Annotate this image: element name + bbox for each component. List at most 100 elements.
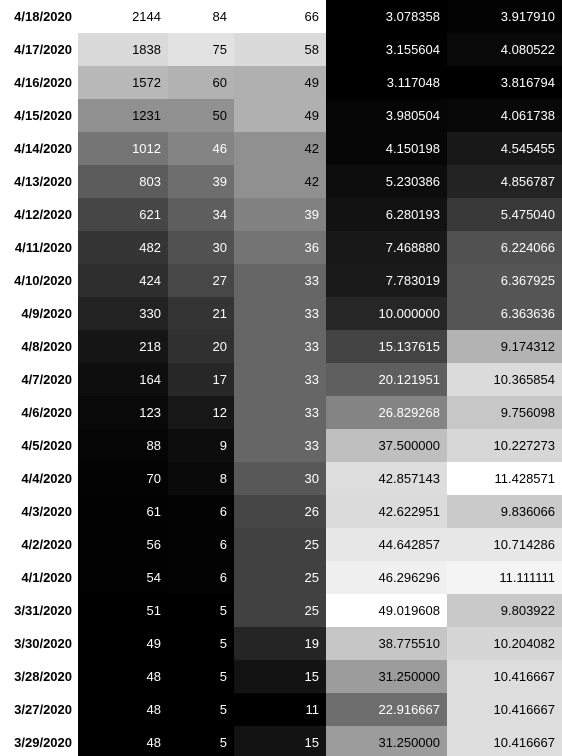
cell-col-5: 10.365854: [447, 363, 562, 396]
cell-col-5: 10.416667: [447, 660, 562, 693]
cell-col-5: 10.227273: [447, 429, 562, 462]
cell-col-4: 3.980504: [326, 99, 447, 132]
cell-col-3: 33: [234, 330, 326, 363]
cell-date: 4/12/2020: [0, 198, 78, 231]
cell-date: 3/27/2020: [0, 693, 78, 726]
table-row: 3/31/2020 51 5 25 49.019608 9.803922: [0, 594, 562, 627]
cell-cases: 1572: [78, 66, 168, 99]
table-row: 4/6/2020 123 12 33 26.829268 9.756098: [0, 396, 562, 429]
cell-col-4: 49.019608: [326, 594, 447, 627]
cell-col-5: 6.367925: [447, 264, 562, 297]
cell-col-3: 25: [234, 594, 326, 627]
table-row: 4/16/2020 1572 60 49 3.117048 3.816794: [0, 66, 562, 99]
cell-cases: 1231: [78, 99, 168, 132]
cell-col-3: 33: [234, 363, 326, 396]
cell-deaths: 50: [168, 99, 234, 132]
cell-deaths: 9: [168, 429, 234, 462]
cell-col-3: 33: [234, 396, 326, 429]
cell-col-3: 42: [234, 132, 326, 165]
cell-date: 4/3/2020: [0, 495, 78, 528]
cell-col-3: 33: [234, 264, 326, 297]
cell-col-5: 4.080522: [447, 33, 562, 66]
cell-date: 3/28/2020: [0, 660, 78, 693]
cell-col-4: 3.078358: [326, 0, 447, 33]
cell-col-3: 42: [234, 165, 326, 198]
cell-date: 4/14/2020: [0, 132, 78, 165]
table-row: 4/14/2020 1012 46 42 4.150198 4.545455: [0, 132, 562, 165]
cell-deaths: 5: [168, 726, 234, 756]
cell-date: 4/11/2020: [0, 231, 78, 264]
cell-cases: 1012: [78, 132, 168, 165]
cell-col-5: 3.816794: [447, 66, 562, 99]
cell-date: 4/15/2020: [0, 99, 78, 132]
cell-date: 4/17/2020: [0, 33, 78, 66]
cell-cases: 424: [78, 264, 168, 297]
cell-cases: 51: [78, 594, 168, 627]
cell-col-3: 15: [234, 726, 326, 756]
table-row: 4/8/2020 218 20 33 15.137615 9.174312: [0, 330, 562, 363]
cell-date: 4/10/2020: [0, 264, 78, 297]
cell-deaths: 75: [168, 33, 234, 66]
cell-cases: 56: [78, 528, 168, 561]
table-row: 4/17/2020 1838 75 58 3.155604 4.080522: [0, 33, 562, 66]
table-row: 4/7/2020 164 17 33 20.121951 10.365854: [0, 363, 562, 396]
cell-col-5: 4.856787: [447, 165, 562, 198]
table-row: 4/5/2020 88 9 33 37.500000 10.227273: [0, 429, 562, 462]
cell-col-5: 11.428571: [447, 462, 562, 495]
cell-col-3: 33: [234, 297, 326, 330]
cell-col-4: 7.468880: [326, 231, 447, 264]
cell-col-5: 4.545455: [447, 132, 562, 165]
cell-date: 4/13/2020: [0, 165, 78, 198]
cell-col-4: 46.296296: [326, 561, 447, 594]
cell-date: 4/7/2020: [0, 363, 78, 396]
cell-cases: 621: [78, 198, 168, 231]
cell-cases: 330: [78, 297, 168, 330]
table-row: 4/11/2020 482 30 36 7.468880 6.224066: [0, 231, 562, 264]
cell-deaths: 34: [168, 198, 234, 231]
cell-cases: 1838: [78, 33, 168, 66]
cell-date: 4/4/2020: [0, 462, 78, 495]
cell-cases: 48: [78, 726, 168, 756]
cell-col-3: 49: [234, 99, 326, 132]
cell-col-3: 66: [234, 0, 326, 33]
cell-col-3: 11: [234, 693, 326, 726]
cell-col-5: 10.416667: [447, 693, 562, 726]
cell-cases: 61: [78, 495, 168, 528]
cell-col-4: 42.622951: [326, 495, 447, 528]
cell-cases: 54: [78, 561, 168, 594]
cell-col-3: 36: [234, 231, 326, 264]
cell-cases: 88: [78, 429, 168, 462]
cell-date: 4/2/2020: [0, 528, 78, 561]
cell-col-5: 9.756098: [447, 396, 562, 429]
cell-date: 3/30/2020: [0, 627, 78, 660]
cell-col-4: 31.250000: [326, 726, 447, 756]
cell-col-4: 22.916667: [326, 693, 447, 726]
cell-col-5: 10.204082: [447, 627, 562, 660]
cell-col-3: 26: [234, 495, 326, 528]
cell-deaths: 30: [168, 231, 234, 264]
cell-deaths: 5: [168, 594, 234, 627]
cell-col-4: 15.137615: [326, 330, 447, 363]
cell-col-4: 3.155604: [326, 33, 447, 66]
cell-date: 3/29/2020: [0, 726, 78, 756]
cell-cases: 482: [78, 231, 168, 264]
cell-col-5: 9.174312: [447, 330, 562, 363]
cell-date: 4/8/2020: [0, 330, 78, 363]
cell-col-4: 20.121951: [326, 363, 447, 396]
cell-col-4: 6.280193: [326, 198, 447, 231]
cell-col-4: 31.250000: [326, 660, 447, 693]
cell-col-4: 4.150198: [326, 132, 447, 165]
cell-deaths: 12: [168, 396, 234, 429]
cell-date: 4/5/2020: [0, 429, 78, 462]
cell-cases: 48: [78, 693, 168, 726]
cell-cases: 48: [78, 660, 168, 693]
cell-deaths: 46: [168, 132, 234, 165]
cell-date: 4/18/2020: [0, 0, 78, 33]
cell-col-4: 10.000000: [326, 297, 447, 330]
cell-col-4: 5.230386: [326, 165, 447, 198]
cell-deaths: 84: [168, 0, 234, 33]
table-row: 4/13/2020 803 39 42 5.230386 4.856787: [0, 165, 562, 198]
cell-date: 4/1/2020: [0, 561, 78, 594]
table-row: 4/4/2020 70 8 30 42.857143 11.428571: [0, 462, 562, 495]
table-row: 4/1/2020 54 6 25 46.296296 11.111111: [0, 561, 562, 594]
